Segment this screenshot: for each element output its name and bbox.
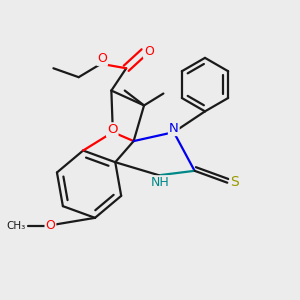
Text: O: O [107,123,118,136]
Text: S: S [230,175,239,189]
Text: N: N [169,122,179,135]
Text: O: O [97,52,107,65]
Text: NH: NH [151,176,170,189]
Text: O: O [46,219,56,232]
Text: O: O [144,45,154,58]
Text: CH₃: CH₃ [7,221,26,231]
